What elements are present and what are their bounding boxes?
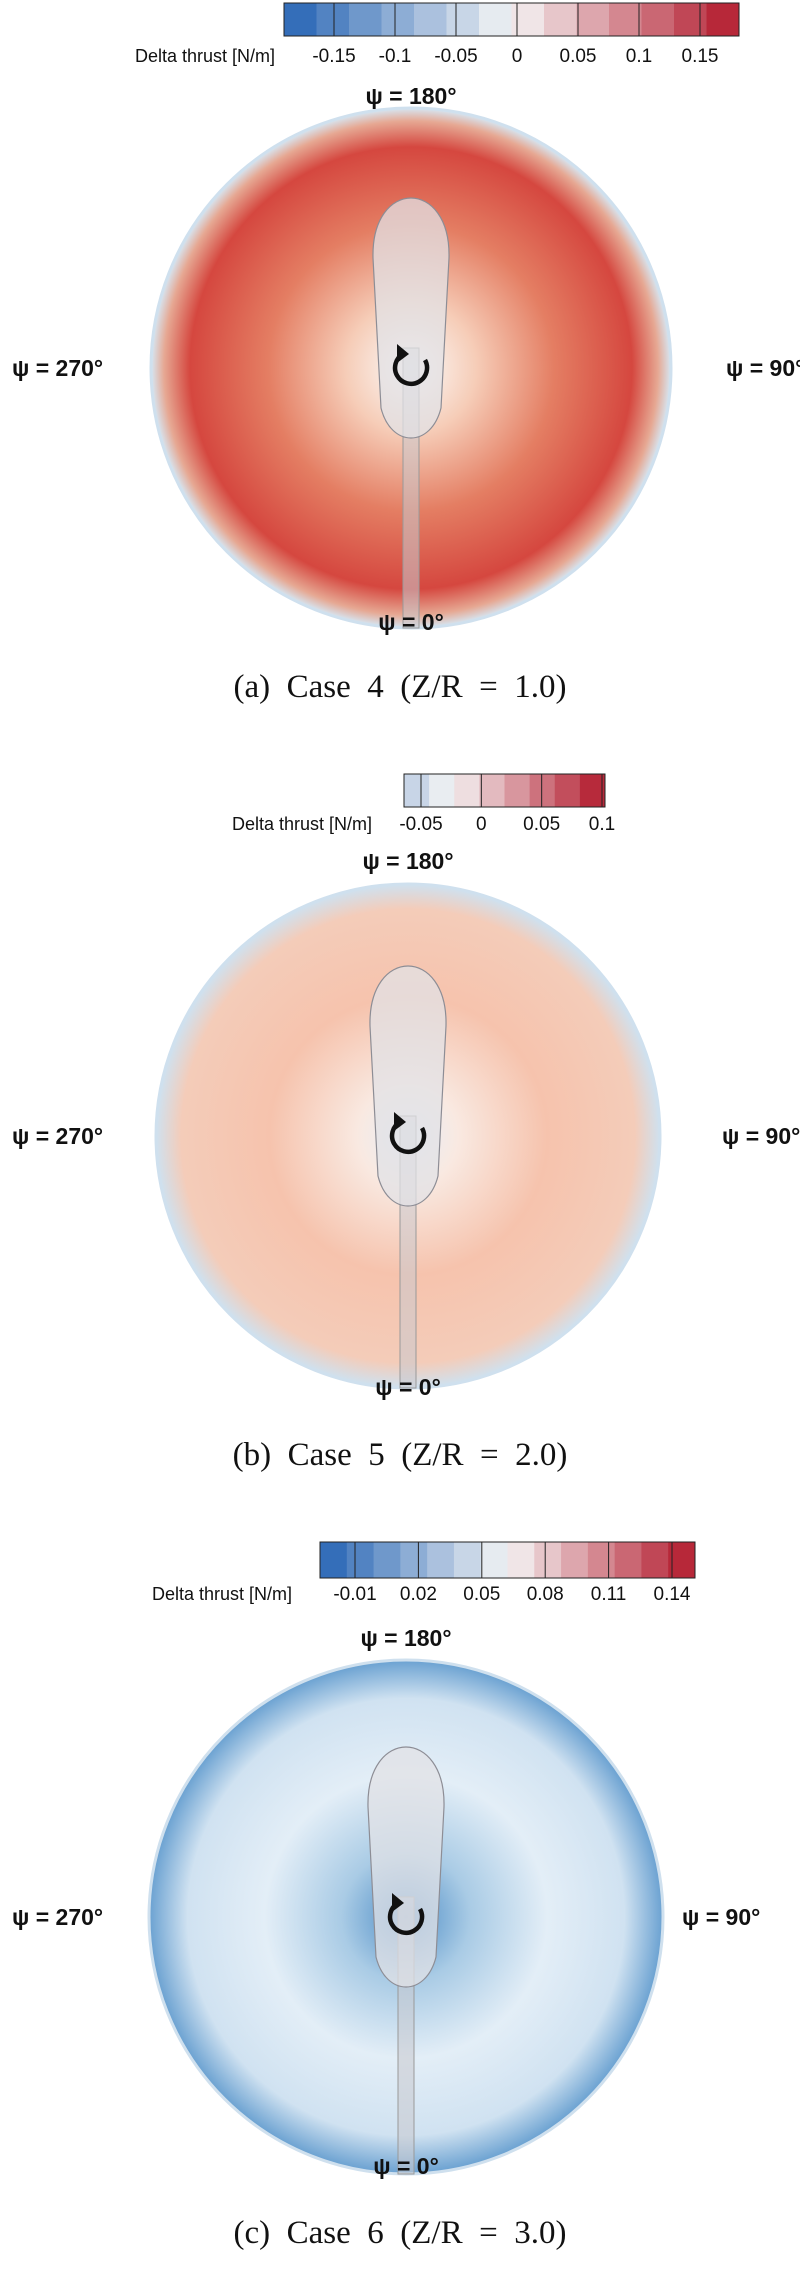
colorbar-swatch xyxy=(529,774,556,807)
colorbar-tick-label: -0.01 xyxy=(333,1584,376,1605)
colorbar-swatch xyxy=(446,3,480,36)
colorbar-swatch xyxy=(381,3,415,36)
azimuth-left: ψ = 270° xyxy=(12,355,103,381)
colorbar-label: Delta thrust [N/m] xyxy=(152,1584,292,1604)
hub xyxy=(369,965,447,1207)
hub xyxy=(367,1746,445,1988)
colorbar-swatch xyxy=(320,1542,348,1578)
colorbar-swatch xyxy=(534,1542,562,1578)
colorbar-swatch xyxy=(641,3,675,36)
colorbar-swatch xyxy=(561,1542,589,1578)
colorbar-swatch xyxy=(480,1542,508,1578)
hub xyxy=(372,197,450,439)
azimuth-top: ψ = 180° xyxy=(360,1625,451,1651)
caption: (c) Case 6 (Z/R = 3.0) xyxy=(234,2215,567,2251)
colorbar-tick-label: 0.14 xyxy=(654,1584,691,1605)
colorbar-swatch xyxy=(614,1542,642,1578)
caption: (b) Case 5 (Z/R = 2.0) xyxy=(233,1437,568,1473)
colorbar-swatch xyxy=(400,1542,428,1578)
colorbar-swatch xyxy=(641,1542,669,1578)
colorbar-frame xyxy=(403,773,606,808)
rotation-arrowhead xyxy=(397,344,409,363)
azimuth-top: ψ = 180° xyxy=(365,83,456,109)
rotation-arrowhead xyxy=(394,1112,406,1131)
colorbar-tick-label: 0.02 xyxy=(400,1584,437,1605)
colorbar-swatch xyxy=(404,774,430,807)
colorbar-label: Delta thrust [N/m] xyxy=(135,46,275,66)
rotation-arrowhead xyxy=(392,1893,404,1912)
colorbar-swatch xyxy=(427,1542,455,1578)
azimuth-bottom: ψ = 0° xyxy=(375,1374,441,1400)
colorbar-tick-label: -0.05 xyxy=(434,46,477,67)
colorbar-swatch xyxy=(579,774,606,807)
colorbar-swatch xyxy=(504,774,531,807)
colorbar-swatch xyxy=(454,774,480,807)
azimuth-right: ψ = 90° xyxy=(722,1123,800,1149)
colorbar-tick-label: 0.05 xyxy=(560,46,597,67)
azimuth-top: ψ = 180° xyxy=(362,848,453,874)
colorbar-tick-label: 0.05 xyxy=(463,1584,500,1605)
colorbar-swatch xyxy=(706,3,740,36)
azimuth-left: ψ = 270° xyxy=(12,1123,103,1149)
colorbar-swatch xyxy=(576,3,610,36)
caption: (a) Case 4 (Z/R = 1.0) xyxy=(234,669,567,705)
colorbar-tick-label: -0.15 xyxy=(312,46,355,67)
colorbar-swatch xyxy=(587,1542,616,1578)
azimuth-left: ψ = 270° xyxy=(12,1904,103,1930)
rotation-arrow xyxy=(387,1901,425,1936)
azimuth-bottom: ψ = 0° xyxy=(373,2153,439,2179)
azimuth-right: ψ = 90° xyxy=(682,1904,760,1930)
colorbar-swatch xyxy=(668,1542,696,1578)
colorbar-label: Delta thrust [N/m] xyxy=(232,814,372,834)
colorbar-tick-label: 0 xyxy=(476,814,487,835)
colorbar-tick-label: 0 xyxy=(512,46,523,67)
colorbar-swatch xyxy=(479,3,512,36)
colorbar-tick-label: 0.08 xyxy=(527,1584,564,1605)
rotation-arrow xyxy=(392,352,430,387)
colorbar-frame xyxy=(319,1541,696,1579)
colorbar-tick-label: 0.11 xyxy=(591,1584,627,1605)
colorbar-swatch xyxy=(479,774,505,807)
colorbar-tick-label: -0.05 xyxy=(399,814,442,835)
colorbar-swatch xyxy=(609,3,642,36)
colorbar-tick-label: 0.1 xyxy=(589,814,615,835)
colorbar-swatch xyxy=(373,1542,401,1578)
azimuth-bottom: ψ = 0° xyxy=(378,609,444,635)
colorbar-tick-label: -0.1 xyxy=(379,46,412,67)
rotation-arrow xyxy=(389,1120,427,1155)
colorbar-swatch xyxy=(674,3,707,36)
colorbar-tick-label: 0.15 xyxy=(682,46,719,67)
colorbar-swatch xyxy=(316,3,350,36)
colorbar-swatch xyxy=(346,1542,375,1578)
colorbar-swatch xyxy=(511,3,545,36)
colorbar-tick-label: 0.1 xyxy=(626,46,652,67)
colorbar-swatch xyxy=(429,774,455,807)
colorbar-frame xyxy=(283,2,740,37)
colorbar-swatch xyxy=(349,3,382,36)
colorbar-swatch xyxy=(453,1542,482,1578)
colorbar-swatch xyxy=(554,774,581,807)
colorbar-swatch xyxy=(544,3,577,36)
colorbar-swatch xyxy=(284,3,317,36)
colorbar-swatch xyxy=(507,1542,535,1578)
colorbar-swatch xyxy=(414,3,447,36)
azimuth-right: ψ = 90° xyxy=(726,355,800,381)
colorbar-tick-label: 0.05 xyxy=(523,814,560,835)
